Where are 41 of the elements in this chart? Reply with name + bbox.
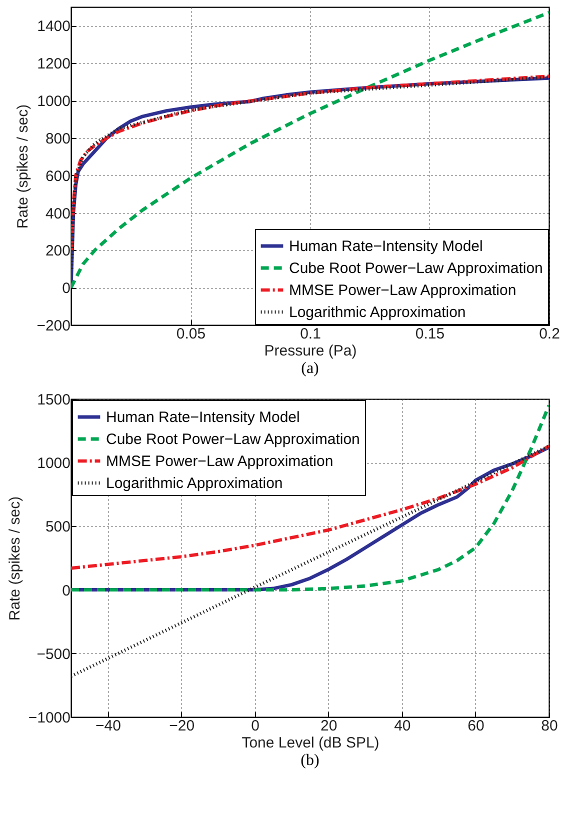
text: (a) <box>301 360 319 377</box>
y-tick-label: −200 <box>36 318 70 334</box>
x-tick-label: −40 <box>96 718 121 734</box>
y-tick-label: 1000 <box>37 455 70 472</box>
y-tick-label: −1000 <box>28 710 70 726</box>
x-axis-title: Pressure (Pa) <box>264 342 357 360</box>
x-tick-label: 0.2 <box>539 326 560 342</box>
y-tick-label: 1500 <box>37 392 70 408</box>
y-tick-label: 0 <box>62 280 70 298</box>
y-tick-label: 600 <box>45 168 70 185</box>
y-axis-title: Rate (spikes / sec) <box>14 104 32 229</box>
legend-label: MMSE Power−Law Approximation <box>289 282 516 299</box>
legend-label: Cube Root Power−Law Approximation <box>289 260 543 277</box>
x-tick-label: 80 <box>541 718 558 734</box>
y-tick-label: 1000 <box>37 93 70 110</box>
legend-label: Logarithmic Approximation <box>289 304 466 321</box>
y-tick-label: 0 <box>62 582 70 600</box>
x-tick-label: 0.1 <box>300 326 321 342</box>
legend-label: Human Rate−Intensity Model <box>289 238 483 255</box>
y-tick-label: −500 <box>36 646 70 663</box>
y-tick-label: 200 <box>45 242 70 260</box>
text: (b) <box>300 752 320 769</box>
y-tick-label: 1400 <box>37 18 70 36</box>
legend-label: MMSE Power−Law Approximation <box>106 453 334 470</box>
y-tick-label: 800 <box>45 130 70 148</box>
y-tick-label: 400 <box>45 205 70 222</box>
legend-label: Cube Root Power−Law Approximation <box>106 431 360 448</box>
x-tick-label: −20 <box>169 718 195 734</box>
line-series <box>71 404 549 592</box>
x-axis-title: Tone Level (dB SPL) <box>242 734 380 752</box>
legend-label: Logarithmic Approximation <box>106 475 283 492</box>
x-tick-label: 0 <box>251 718 260 734</box>
x-tick-label: 20 <box>320 718 338 734</box>
x-tick-label: 60 <box>468 718 484 734</box>
x-tick-label: 0.05 <box>176 326 206 342</box>
x-tick-label: 0.15 <box>415 326 445 342</box>
y-tick-label: 500 <box>45 518 70 536</box>
x-tick-label: 40 <box>394 718 411 734</box>
legend-label: Human Rate−Intensity Model <box>106 409 300 426</box>
y-axis-title: Rate (spikes / sec) <box>6 496 24 621</box>
y-tick-label: 1200 <box>37 56 70 73</box>
